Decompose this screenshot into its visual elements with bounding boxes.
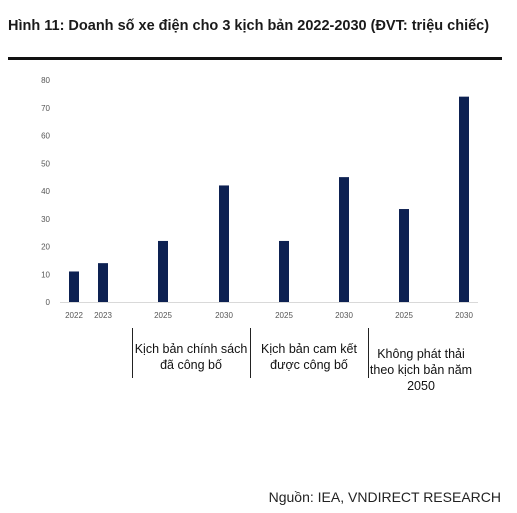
x-tick-label: 2025 xyxy=(275,311,293,320)
y-tick-label: 20 xyxy=(41,243,50,252)
y-tick-label: 50 xyxy=(41,159,50,168)
bar-2025 xyxy=(399,209,409,302)
y-tick-label: 70 xyxy=(41,104,50,113)
x-axis-ticks: 2022 2023 2025 2030 2025 2030 2025 2030 xyxy=(65,311,473,320)
source-note: Nguồn: IEA, VNDIRECT RESEARCH xyxy=(268,489,501,505)
y-tick-label: 10 xyxy=(41,270,50,279)
group-label-announced-pledges: Kịch bản cam kết được công bố xyxy=(261,342,357,372)
title-rule xyxy=(8,57,502,60)
group-label-net-zero-2050: Không phát thải theo kịch bản năm 2050 xyxy=(369,347,473,393)
y-tick-label: 80 xyxy=(41,76,50,85)
bar-2023 xyxy=(98,263,108,302)
x-tick-label: 2023 xyxy=(94,311,112,320)
y-tick-label: 30 xyxy=(41,215,50,224)
bar-2030 xyxy=(339,177,349,302)
x-tick-label: 2025 xyxy=(154,311,172,320)
y-tick-label: 60 xyxy=(41,132,50,141)
group-separator xyxy=(368,328,369,378)
bar-2030 xyxy=(219,185,229,302)
x-tick-label: 2030 xyxy=(455,311,473,320)
figure-title: Hình 11: Doanh số xe điện cho 3 kịch bản… xyxy=(8,18,490,34)
bars xyxy=(69,96,469,303)
bar-2025 xyxy=(279,240,289,302)
bar-2025 xyxy=(158,240,168,302)
bar-2030 xyxy=(459,96,469,303)
x-tick-label: 2022 xyxy=(65,311,83,320)
y-tick-label: 40 xyxy=(41,187,50,196)
group-separator xyxy=(132,328,133,378)
group-label-announced-policies: Kịch bản chính sách đã công bố xyxy=(134,342,248,372)
bar-2022 xyxy=(69,271,79,302)
y-axis-ticks: 0 10 20 30 40 50 60 70 80 xyxy=(41,76,50,307)
group-separator xyxy=(250,328,251,378)
x-tick-label: 2030 xyxy=(335,311,353,320)
x-tick-label: 2025 xyxy=(395,311,413,320)
x-tick-label: 2030 xyxy=(215,311,233,320)
y-tick-label: 0 xyxy=(46,298,51,307)
